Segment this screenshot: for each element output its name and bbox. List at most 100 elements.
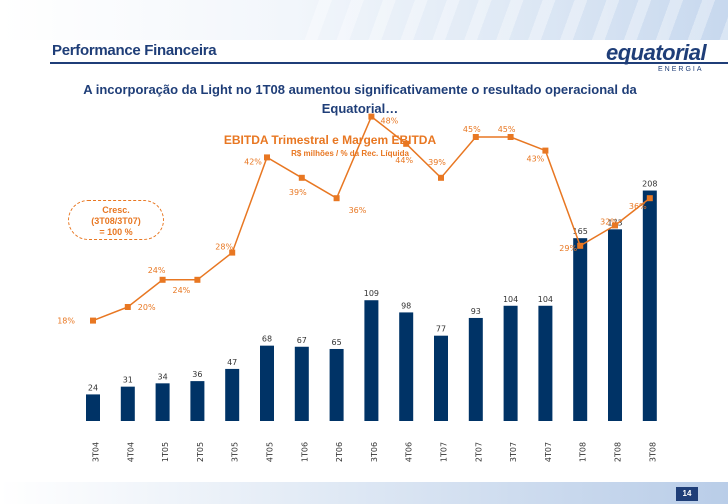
ebitda-bar — [608, 229, 622, 421]
growth-callout: Cresc. (3T08/3T07) = 100 % — [68, 200, 164, 240]
category-label: 2T06 — [335, 442, 344, 462]
category-label: 3T04 — [92, 442, 101, 462]
growth-line-3: = 100 % — [99, 227, 133, 237]
ebitda-bar — [503, 305, 518, 421]
margin-value-label: 36% — [349, 206, 367, 215]
margin-value-label: 24% — [148, 266, 166, 275]
category-label: 2T05 — [196, 442, 205, 462]
ebitda-bar — [434, 335, 448, 421]
ebitda-bar — [329, 348, 344, 421]
category-label: 1T07 — [440, 442, 449, 462]
ebitda-bar — [260, 345, 274, 421]
margin-marker — [124, 304, 131, 310]
margin-marker — [507, 134, 514, 140]
category-label: 4T07 — [544, 442, 553, 462]
margin-marker — [229, 249, 236, 256]
margin-marker — [298, 174, 305, 181]
margin-marker — [646, 195, 653, 202]
margin-value-label: 45% — [498, 125, 516, 134]
category-label: 4T05 — [266, 442, 275, 462]
category-label: 1T05 — [161, 442, 170, 462]
margin-value-label: 28% — [215, 243, 233, 252]
margin-value-label: 39% — [428, 158, 446, 167]
margin-marker — [612, 222, 618, 229]
ebitda-bar — [468, 317, 483, 421]
margin-value-label: 48% — [381, 117, 399, 126]
ebitda-bar — [294, 346, 309, 421]
bar-value-label: 104 — [538, 295, 553, 304]
bar-value-label: 65 — [332, 338, 342, 347]
margin-marker — [333, 195, 340, 202]
bar-value-label: 165 — [573, 227, 588, 236]
bar-value-label: 31 — [123, 376, 133, 385]
headline: A incorporação da Light no 1T08 aumentou… — [83, 82, 637, 116]
bar-value-label: 104 — [503, 295, 518, 304]
ebitda-bar — [190, 381, 205, 421]
margin-value-label: 44% — [395, 156, 413, 165]
ebitda-bar — [155, 383, 170, 421]
category-label: 3T07 — [509, 442, 518, 462]
bar-value-label: 47 — [227, 358, 237, 367]
margin-value-label: 29% — [559, 244, 577, 253]
ebitda-bar — [642, 190, 657, 421]
margin-marker — [159, 276, 166, 283]
margin-marker — [472, 134, 479, 140]
category-label: 3T05 — [231, 442, 240, 462]
margin-marker — [542, 147, 549, 154]
ebitda-bar — [538, 305, 553, 421]
category-label: 2T07 — [474, 442, 483, 462]
margin-value-label: 45% — [463, 125, 481, 134]
bar-value-label: 36 — [192, 370, 202, 379]
category-label: 1T08 — [579, 442, 588, 462]
ebitda-bar — [86, 394, 100, 421]
bar-value-label: 67 — [297, 336, 307, 345]
chart-subtitle: R$ milhões / % da Rec. Líquida — [291, 149, 409, 158]
equatorial-logo: equatorial ENERGIA — [600, 36, 718, 76]
margin-value-label: 36% — [629, 202, 647, 211]
growth-line-1: Cresc. — [102, 205, 130, 215]
category-label: 1T06 — [300, 442, 309, 462]
footer-band — [0, 482, 728, 504]
margin-marker — [90, 317, 96, 324]
margin-value-label: 43% — [527, 155, 545, 164]
margin-marker — [577, 242, 584, 249]
logo-wordmark: equatorial — [606, 40, 707, 65]
bar-value-label: 34 — [158, 372, 168, 381]
margin-marker — [264, 154, 270, 161]
category-label: 3T08 — [648, 442, 657, 462]
margin-value-label: 32% — [600, 217, 618, 226]
margin-marker — [194, 276, 201, 283]
bar-value-label: 98 — [401, 301, 411, 310]
page-number: 14 — [676, 487, 698, 501]
bar-value-label: 77 — [436, 325, 446, 334]
margin-value-label: 39% — [289, 188, 307, 197]
logo-subtitle: ENERGIA — [658, 66, 704, 73]
margin-value-label: 42% — [244, 157, 262, 166]
bar-value-label: 68 — [262, 335, 272, 344]
ebitda-bar — [225, 368, 240, 421]
margin-marker — [438, 174, 444, 181]
ebitda-bar — [120, 386, 135, 421]
category-label: 4T06 — [405, 442, 414, 462]
bar-value-label: 208 — [642, 180, 657, 189]
margin-marker — [368, 113, 375, 120]
bar-value-label: 109 — [364, 289, 379, 298]
margin-marker — [403, 140, 410, 147]
margin-value-label: 18% — [57, 317, 75, 326]
chart-title: EBITDA Trimestral e Margem EBITDA — [223, 133, 437, 147]
ebitda-bar — [399, 312, 414, 421]
title-divider — [50, 62, 728, 64]
ebitda-bar — [573, 238, 588, 421]
ebitda-bar — [364, 300, 379, 421]
bar-value-label: 24 — [88, 383, 98, 392]
page-title: Performance Financeira — [52, 42, 217, 59]
category-label: 4T04 — [126, 442, 135, 462]
bar-value-label: 93 — [471, 307, 481, 316]
growth-line-2: (3T08/3T07) — [91, 216, 141, 226]
category-label: 2T08 — [614, 442, 623, 462]
margin-value-label: 24% — [173, 286, 191, 295]
margin-value-label: 20% — [138, 303, 156, 312]
category-label: 3T06 — [370, 442, 379, 462]
header-band — [0, 0, 728, 40]
